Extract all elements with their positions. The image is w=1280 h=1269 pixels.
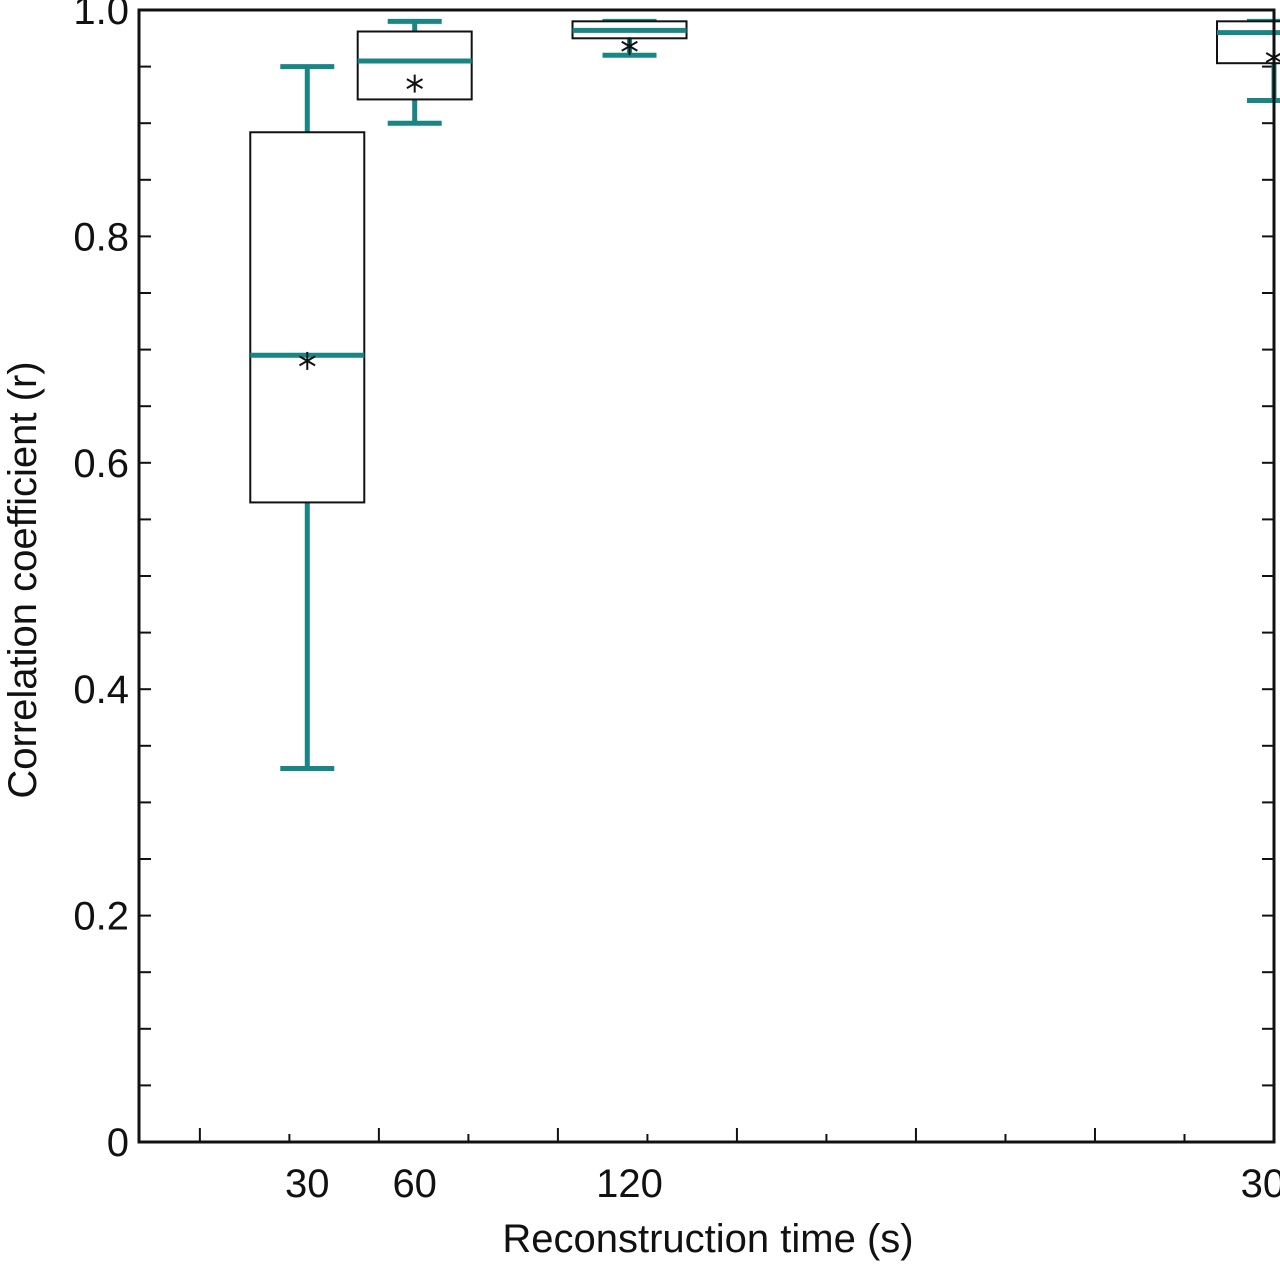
mean-marker	[298, 351, 316, 370]
mean-marker	[621, 37, 638, 56]
y-tick-label: 0.6	[73, 442, 129, 486]
x-tick-label: 60	[392, 1162, 437, 1206]
y-tick-label: 0.4	[73, 668, 129, 712]
x-tick-label: 300	[1241, 1162, 1280, 1206]
y-tick-label: 0	[107, 1121, 129, 1165]
iqr-box	[249, 131, 366, 504]
plot-area: 0 0.2 0.4 0.6 0.8 1.0 30 60 120 300	[73, 0, 1280, 1206]
y-tick-label: 0.8	[73, 215, 129, 259]
x-tick-label: 120	[596, 1162, 663, 1206]
y-tick-label: 1.0	[73, 0, 129, 33]
iqr-box	[1216, 20, 1280, 65]
y-tick-label: 0.2	[73, 895, 129, 939]
plot-frame	[137, 8, 1276, 1144]
x-tick-label: 30	[285, 1162, 330, 1206]
y-axis-title: Correlation coefficient (r)	[1, 361, 45, 798]
mean-marker-stroke	[406, 78, 423, 89]
mean-marker-stroke	[621, 40, 638, 52]
x-axis-title: Reconstruction time (s)	[502, 1217, 913, 1261]
mean-marker-stroke	[298, 355, 316, 367]
mean-marker	[406, 74, 423, 93]
